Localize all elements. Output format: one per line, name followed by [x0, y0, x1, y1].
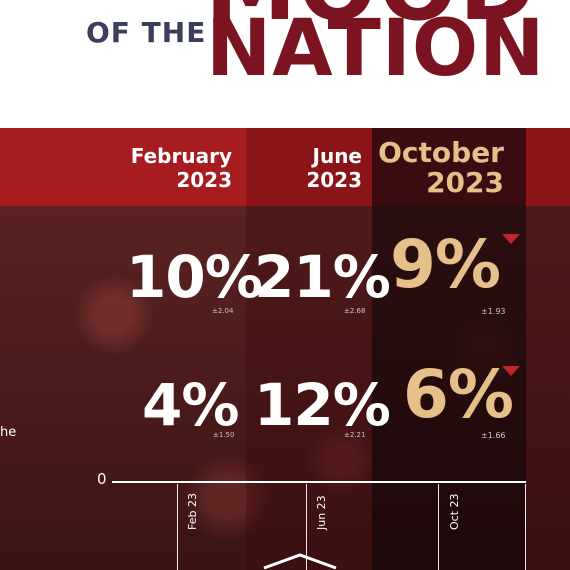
row2-feb-moe: ±1.50	[213, 431, 235, 439]
column-header-feb: February 2023	[130, 144, 232, 192]
left-cut-label: he	[0, 425, 17, 440]
row2-oct-moe: ±1.66	[481, 431, 506, 440]
row1-jun-moe: ±2.68	[344, 307, 366, 315]
axis-tick	[177, 484, 178, 570]
axis-tick-label-jun: Jun 23	[315, 495, 328, 530]
down-triangle-icon	[502, 366, 520, 376]
row2-jun-value: 12%	[254, 371, 391, 439]
column-header-jun: June 2023	[306, 144, 362, 192]
row1-jun-value: 21%	[254, 243, 391, 311]
axis-baseline	[112, 481, 526, 483]
axis-tick	[525, 484, 526, 570]
row2-jun-moe: ±2.21	[344, 431, 366, 439]
title-nation: NATION	[206, 4, 546, 94]
row1-feb-value: 10%	[126, 243, 263, 311]
header: MOOD OF THE NATION	[0, 0, 570, 128]
down-triangle-icon	[502, 234, 520, 244]
title-of-the: OF THE	[86, 16, 207, 49]
column-header-oct: October 2023	[378, 136, 504, 199]
row2-oct-value: 6%	[403, 356, 514, 433]
row1-oct-moe: ±1.93	[481, 307, 506, 316]
row1-oct-value: 9%	[390, 226, 501, 303]
axis-tick	[438, 484, 439, 570]
row1-feb-moe: ±2.04	[212, 307, 234, 315]
axis-tick-label-feb: Feb 23	[186, 493, 199, 530]
title-top-clipped: MOOD	[205, 0, 537, 34]
column-header-band: February 2023 June 2023 October 2023	[0, 128, 570, 206]
axis-tick-label-oct: Oct 23	[448, 493, 461, 530]
axis-zero-label: 0	[97, 470, 107, 488]
axis-tick	[306, 484, 307, 570]
row2-feb-value: 4%	[142, 371, 239, 439]
chevron-up-icon	[263, 553, 337, 570]
